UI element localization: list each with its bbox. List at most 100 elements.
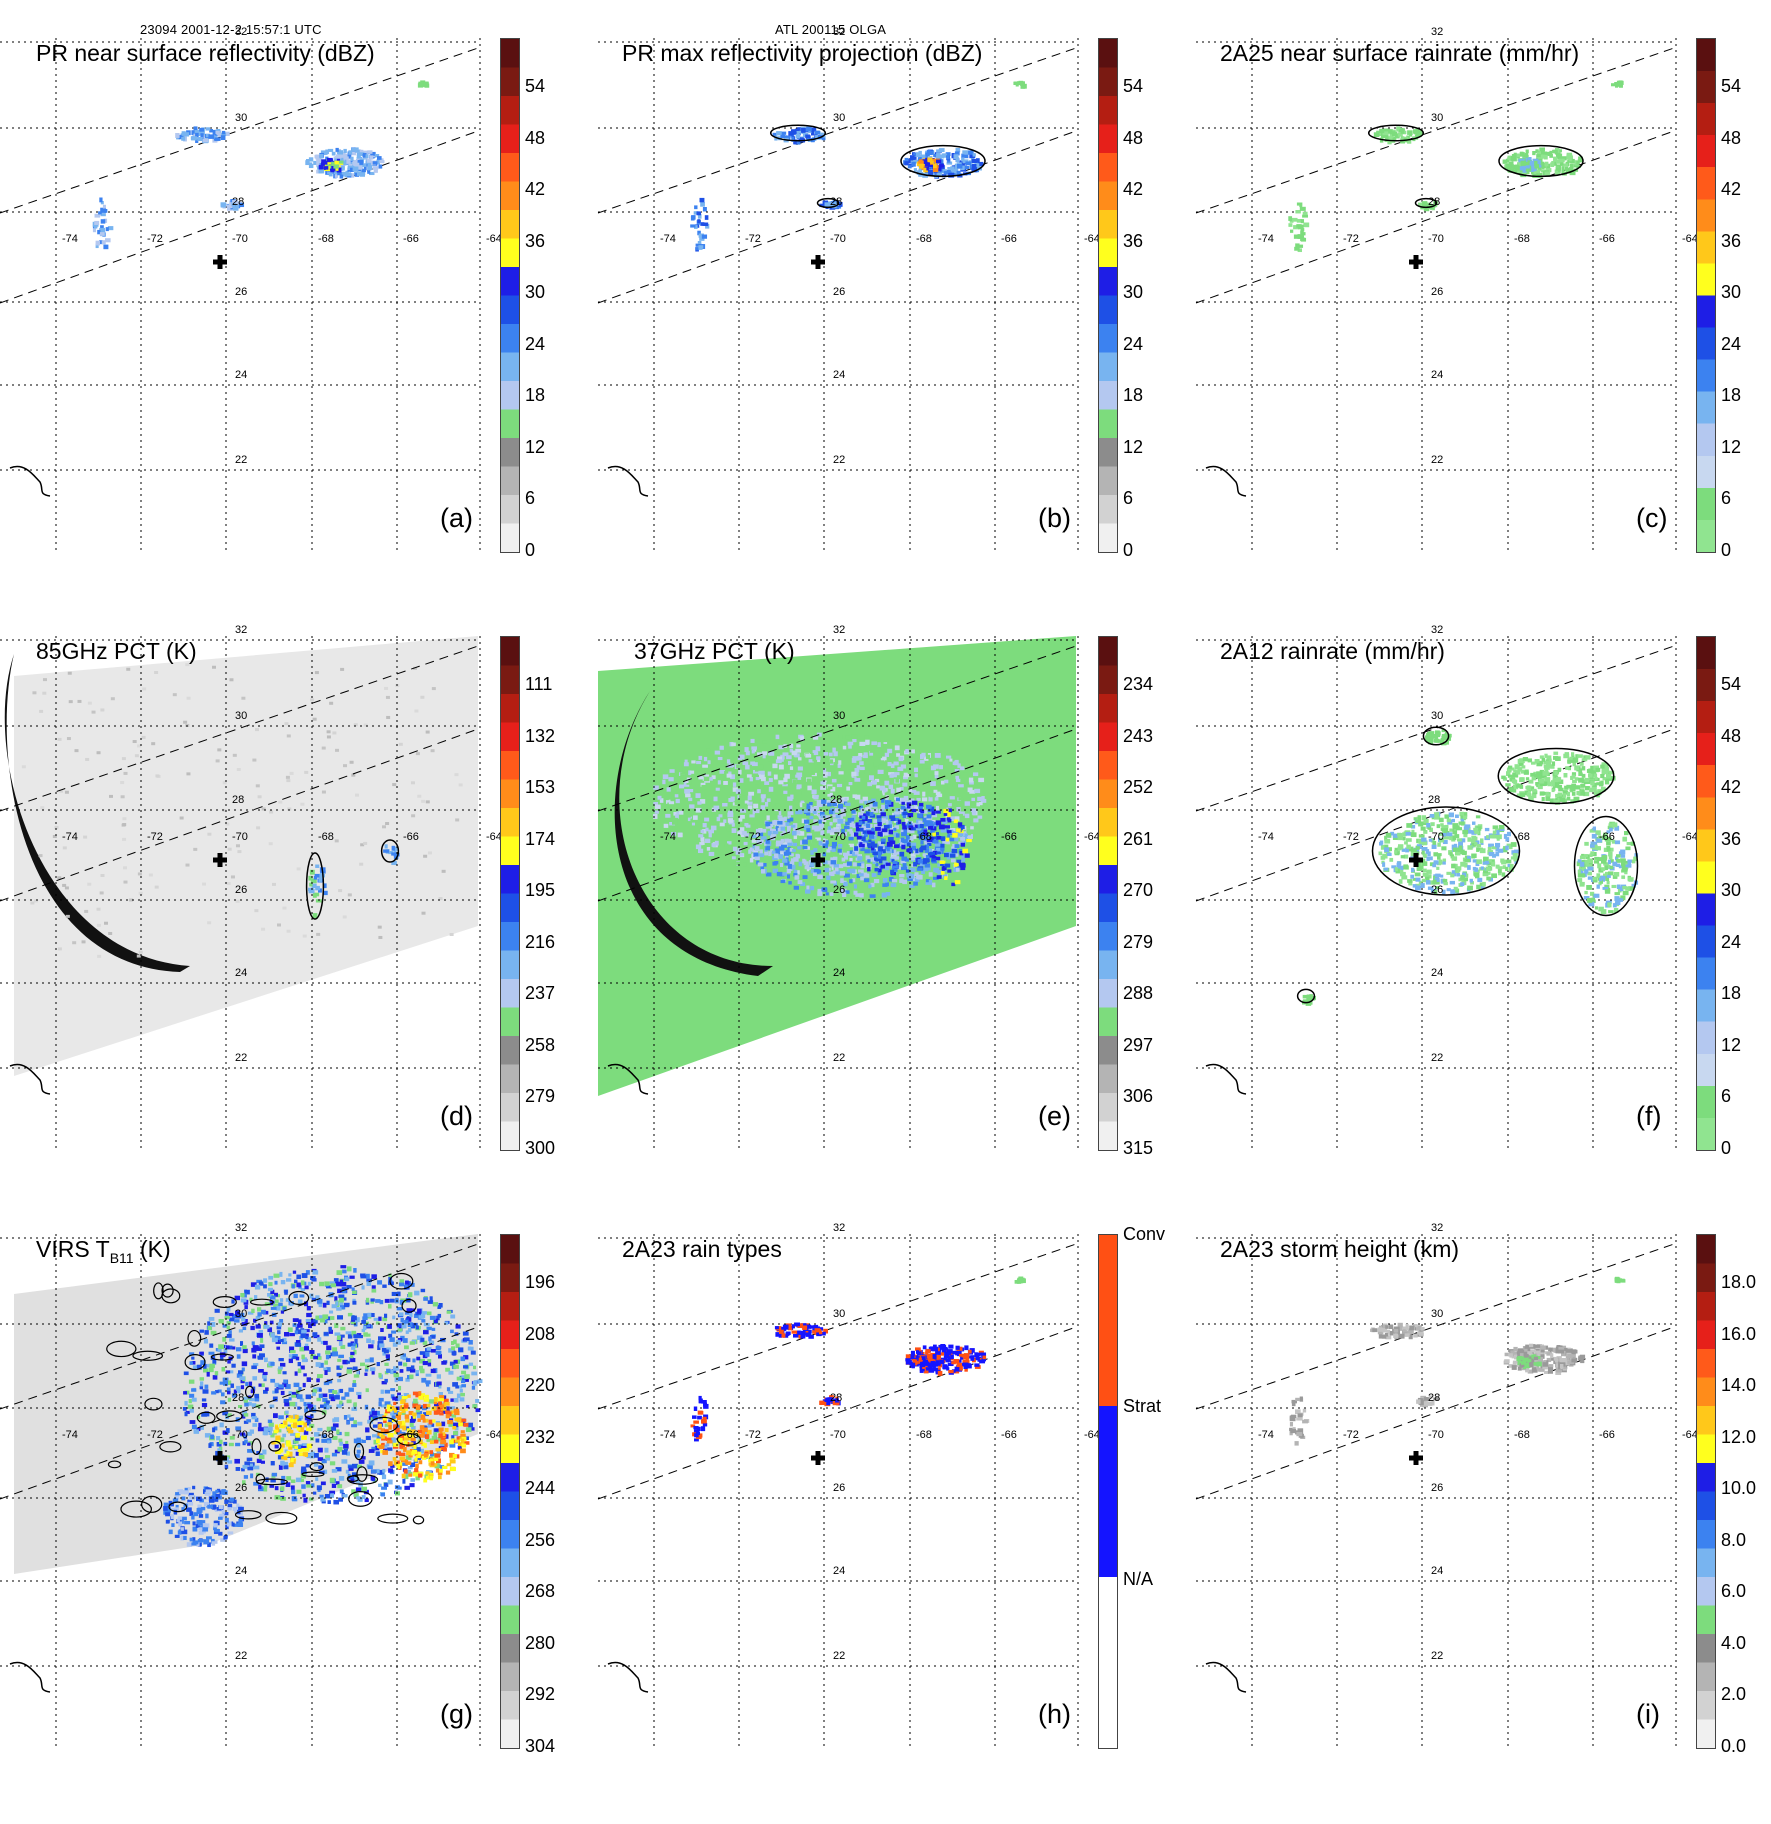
panel-label: (d) (440, 1101, 473, 1132)
coastline (1206, 467, 1246, 496)
lon-label: -70 (1428, 1429, 1444, 1441)
colorbar-tick: 42 (1721, 777, 1741, 798)
panel-label: (g) (440, 1699, 473, 1730)
cell-northeast (1611, 80, 1624, 87)
rain-core-east (1504, 1344, 1585, 1375)
lat-label: 28 (830, 196, 842, 208)
lat-label: 24 (833, 1565, 845, 1577)
rain-core-east (305, 147, 384, 178)
colorbar-tick: 16.0 (1721, 1324, 1756, 1345)
colorbar-tick: 12 (1721, 1035, 1741, 1056)
colorbar-tick: 48 (525, 128, 545, 149)
colorbar-tick: 297 (1123, 1035, 1153, 1056)
colorbar-tick: 6 (1123, 488, 1133, 509)
lat-label: 22 (1431, 454, 1443, 466)
colorbar-tick: Strat (1123, 1396, 1161, 1417)
colorbar-tick: 24 (1721, 932, 1741, 953)
colorbar-tick: 24 (525, 334, 545, 355)
lon-label: -66 (1001, 831, 1017, 843)
colorbar-tick: 24 (1721, 334, 1741, 355)
panel-title: VIRS TB11 (K) (36, 1236, 171, 1266)
lon-label: -74 (1258, 233, 1274, 245)
lat-label: 28 (1428, 1392, 1440, 1404)
colorbar-tick: 0 (1721, 540, 1731, 561)
colorbar-tick: 261 (1123, 829, 1153, 850)
panel-title: 2A12 rainrate (mm/hr) (1220, 638, 1445, 665)
lon-label: -70 (1428, 831, 1444, 843)
lon-label: -68 (318, 233, 334, 245)
colorbar-tick: 12 (1721, 437, 1741, 458)
lon-label: -68 (318, 1429, 334, 1441)
colorbar (1696, 636, 1716, 1151)
panel-title: PR near surface reflectivity (dBZ) (36, 40, 375, 67)
colorbar-tick: 6.0 (1721, 1581, 1746, 1602)
lat-label: 24 (235, 1565, 247, 1577)
panel-title: PR max reflectivity projection (dBZ) (622, 40, 982, 67)
lat-label: 26 (1431, 286, 1443, 298)
colorbar-tick: 36 (1721, 829, 1741, 850)
colorbar (1098, 636, 1118, 1151)
colorbar-tick: 12 (525, 437, 545, 458)
colorbar-tick: 268 (525, 1581, 555, 1602)
colorbar-tick: 256 (525, 1530, 555, 1551)
lat-label: 30 (1431, 112, 1443, 124)
lat-label: 30 (1431, 710, 1443, 722)
colorbar-tick: 0 (1123, 540, 1133, 561)
lon-label: -72 (147, 233, 163, 245)
storm-name-header: ATL 200115 OLGA (775, 22, 886, 37)
colorbar-tick: 30 (1721, 282, 1741, 303)
lat-label: 30 (235, 710, 247, 722)
lon-label: -68 (1514, 1429, 1530, 1441)
colorbar (1696, 1234, 1716, 1749)
colorbar-tick: 304 (525, 1736, 555, 1757)
colorbar-tick: 252 (1123, 777, 1153, 798)
lat-label: 28 (232, 794, 244, 806)
lon-label: -70 (830, 233, 846, 245)
panel-label: (a) (440, 503, 473, 534)
colorbar-tick: 208 (525, 1324, 555, 1345)
lon-label: -66 (1599, 233, 1615, 245)
colorbar-tick: 306 (1123, 1086, 1153, 1107)
lon-label: -74 (1258, 831, 1274, 843)
colorbar-tick: 54 (525, 76, 545, 97)
colorbar (1098, 38, 1118, 553)
panel-label: (i) (1636, 1699, 1660, 1730)
lat-label: 22 (1431, 1052, 1443, 1064)
cell-northeast (1015, 1277, 1026, 1284)
colorbar-tick: 12 (1123, 437, 1143, 458)
spiral-band-inner (1373, 807, 1520, 895)
panel-title: 2A25 near surface rainrate (mm/hr) (1220, 40, 1579, 67)
lat-label: 22 (833, 454, 845, 466)
rain-core-east (901, 146, 985, 179)
panel-title: 2A23 rain types (622, 1236, 782, 1263)
rainband-north (1370, 1323, 1424, 1340)
colorbar-tick: 216 (525, 932, 555, 953)
colorbar-tick: 279 (1123, 932, 1153, 953)
scattered-cells-west (1289, 1397, 1309, 1446)
rainband-north (175, 126, 230, 143)
colorbar-tick: 196 (525, 1272, 555, 1293)
storm-center-cross (811, 1451, 825, 1465)
lat-label: 24 (833, 967, 845, 979)
colorbar-tick: 315 (1123, 1138, 1153, 1159)
lat-label: 22 (235, 1650, 247, 1662)
lon-label: -74 (1258, 1429, 1274, 1441)
colorbar-tick: 195 (525, 880, 555, 901)
lat-label: 32 (833, 26, 845, 38)
colorbar-tick: 292 (525, 1684, 555, 1705)
lat-label: 32 (1431, 26, 1443, 38)
coastline (10, 467, 50, 496)
lon-label: -66 (1001, 233, 1017, 245)
lon-label: -68 (916, 1429, 932, 1441)
lon-label: -68 (318, 831, 334, 843)
lat-label: 28 (1428, 196, 1440, 208)
colorbar-tick: 48 (1123, 128, 1143, 149)
orbit-time-header: 23094 2001-12-2 15:57:1 UTC (140, 22, 322, 37)
colorbar-tick: 36 (525, 231, 545, 252)
lat-label: 26 (1431, 1482, 1443, 1494)
colorbar-tick: 42 (525, 179, 545, 200)
lat-label: 30 (833, 710, 845, 722)
scattered-cells-west (691, 1396, 709, 1442)
